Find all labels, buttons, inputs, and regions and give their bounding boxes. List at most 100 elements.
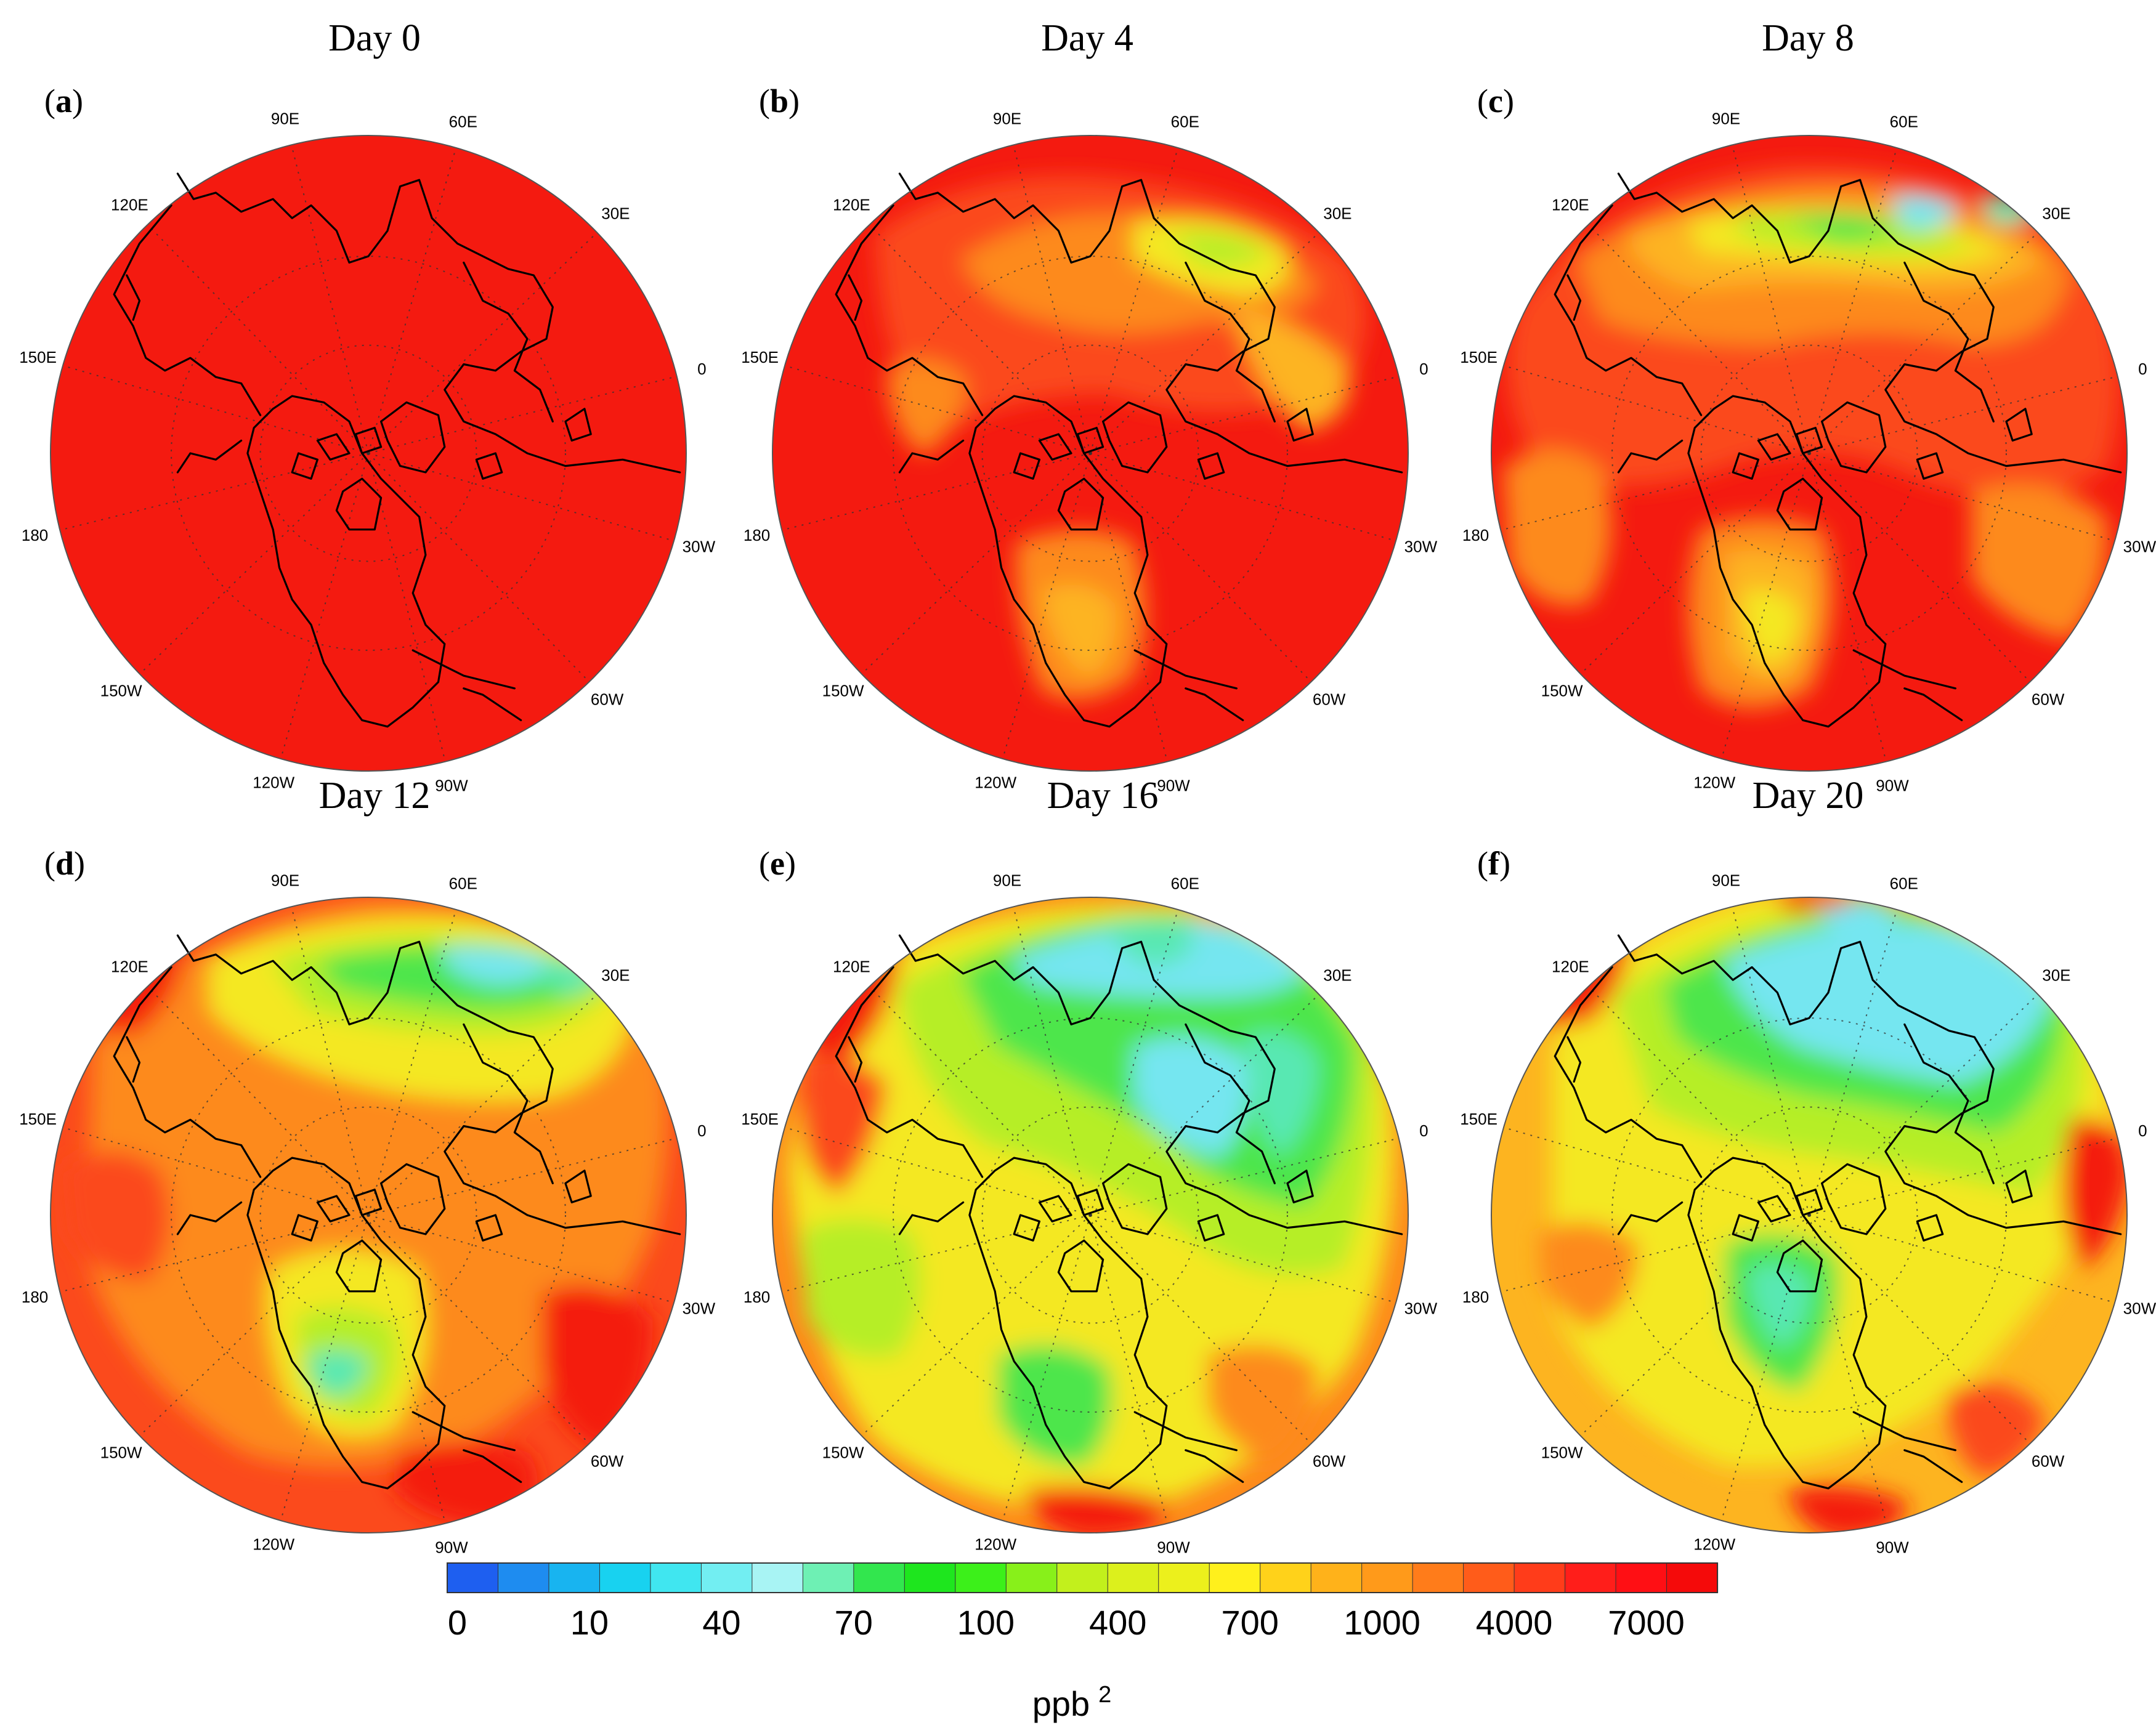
coastline	[316, 433, 351, 461]
longitude-gridline	[280, 453, 369, 759]
longitude-gridline	[1732, 145, 1810, 454]
panel-letter: c	[1488, 83, 1503, 119]
longitude-gridline	[139, 1214, 369, 1437]
coastline	[1076, 427, 1104, 454]
longitude-label: 90W	[435, 1538, 468, 1556]
longitude-gridline	[1090, 453, 1396, 542]
map-boundary	[1491, 897, 2128, 1533]
colorbar-swatch	[904, 1562, 956, 1593]
coastline	[1102, 401, 1168, 474]
map-boundary	[50, 897, 687, 1533]
coastline	[898, 934, 1403, 1235]
longitude-label: 30E	[1323, 966, 1352, 984]
colorbar-unit-label: ppb 2	[1032, 1682, 1112, 1723]
coastline	[1617, 172, 2122, 474]
longitude-gridline	[60, 1214, 369, 1293]
coastline	[291, 1214, 318, 1242]
longitude-gridline	[62, 365, 369, 454]
colorbar-swatch	[548, 1562, 601, 1593]
latitude-gridline	[171, 256, 566, 651]
coastline	[1903, 687, 1963, 721]
longitude-gridline	[1090, 1214, 1312, 1444]
longitude-gridline	[1587, 224, 1810, 454]
longitude-gridline	[368, 453, 675, 542]
coastline	[176, 1201, 243, 1235]
longitude-label: 180	[744, 526, 770, 544]
longitude-gridline	[869, 986, 1091, 1216]
coastline	[1617, 934, 2122, 1235]
panel-letter: e	[770, 845, 785, 882]
longitude-gridline	[368, 232, 598, 454]
coastline	[1852, 1411, 1956, 1452]
longitude-label: 60E	[1171, 112, 1199, 131]
coastline	[1903, 1023, 1995, 1184]
colorbar-swatch	[1666, 1562, 1719, 1593]
colorbar-tick-label: 0	[448, 1603, 467, 1642]
map-boundary	[50, 135, 687, 772]
coastline	[380, 1163, 446, 1235]
longitude-label: 30W	[683, 538, 716, 556]
longitude-gridline	[368, 147, 457, 454]
colorbar-tick-label: 10	[570, 1603, 609, 1642]
panel-label: (c)	[1477, 83, 1514, 119]
longitude-label: 0	[1419, 1121, 1428, 1140]
coastline	[1286, 408, 1314, 442]
longitude-labels: 90E 60E 30E 0 30W 60W 90W 120W 150W 180 150E 120E	[1460, 109, 2156, 794]
coastline	[2005, 1169, 2033, 1203]
longitude-label: 120W	[975, 773, 1016, 791]
map-boundary	[1491, 135, 2128, 772]
longitude-label: 60E	[1171, 874, 1199, 892]
colorbar-tick-label: 400	[1089, 1603, 1146, 1642]
longitude-label: 60W	[2032, 1452, 2065, 1470]
concentration-field	[772, 897, 1408, 1533]
longitude-gridline	[1503, 1126, 1810, 1216]
longitude-gridline	[1002, 1214, 1091, 1521]
coastline	[246, 1157, 446, 1490]
colorbar-swatch	[599, 1562, 652, 1593]
longitude-gridline	[1720, 1214, 1810, 1521]
panel-letter: f	[1488, 845, 1500, 882]
longitude-gridline	[1090, 453, 1312, 682]
longitude-labels: 90E 60E 30E 0 30W 60W 90W 120W 150W 180 150E 120E	[19, 109, 715, 794]
colorbar-swatch	[1260, 1562, 1312, 1593]
longitude-label: 90E	[993, 109, 1021, 127]
longitude-gridline	[1809, 993, 2038, 1216]
coastline	[1687, 1157, 1887, 1490]
coastline	[126, 274, 141, 321]
colorbar-swatch	[650, 1562, 702, 1593]
coastline	[1732, 452, 1759, 480]
coastline	[848, 274, 863, 321]
coastline	[2005, 408, 2033, 442]
longitude-gridline	[368, 993, 598, 1216]
longitude-label: 90W	[435, 776, 468, 794]
longitude-gridline	[1809, 453, 2031, 682]
longitude-label: 150E	[1460, 1110, 1497, 1128]
longitude-gridline	[1090, 1214, 1168, 1524]
coastline	[463, 687, 522, 721]
longitude-label: 150W	[100, 681, 142, 700]
longitude-gridline	[1090, 909, 1179, 1216]
coastline	[113, 204, 262, 416]
colorbar-swatch	[1056, 1562, 1109, 1593]
coastline	[1102, 1163, 1168, 1235]
longitude-label: 90E	[1712, 109, 1740, 127]
panel-label: (b)	[759, 83, 800, 119]
longitude-label: 30W	[2123, 1299, 2156, 1318]
longitude-label: 0	[1419, 360, 1428, 378]
colorbar-frame	[447, 1562, 1718, 1593]
panel-title: Day 20	[1753, 775, 1864, 817]
coastline	[246, 395, 446, 728]
latitude-gridline	[1611, 1017, 2007, 1413]
concentration-field	[1491, 135, 2127, 771]
longitude-label: 0	[697, 360, 706, 378]
coastline	[316, 1195, 351, 1222]
coastline	[848, 1036, 863, 1083]
colorbar-swatch	[497, 1562, 550, 1593]
coastline	[1795, 1189, 1823, 1216]
longitude-label: 60E	[1890, 874, 1918, 892]
longitude-label: 120E	[111, 957, 148, 976]
longitude-gridline	[1732, 907, 1810, 1216]
longitude-gridline	[1580, 453, 1810, 675]
